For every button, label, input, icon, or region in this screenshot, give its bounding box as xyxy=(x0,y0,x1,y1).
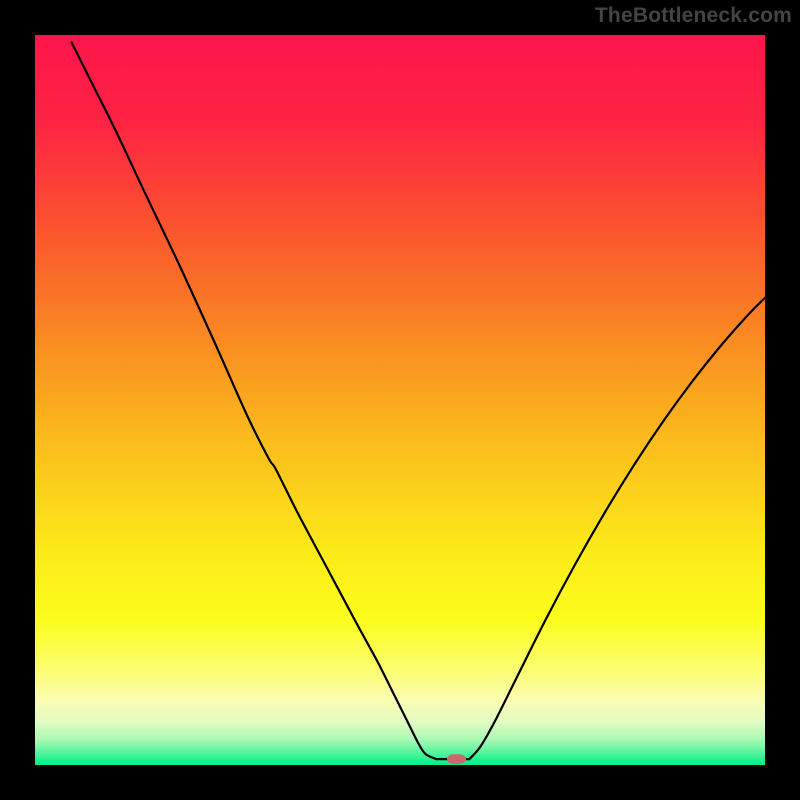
watermark-label: TheBottleneck.com xyxy=(595,4,792,28)
chart-stage: TheBottleneck.com xyxy=(0,0,800,800)
chart-svg xyxy=(0,0,800,800)
min-marker xyxy=(447,755,465,764)
chart-plot-bg xyxy=(35,35,765,765)
